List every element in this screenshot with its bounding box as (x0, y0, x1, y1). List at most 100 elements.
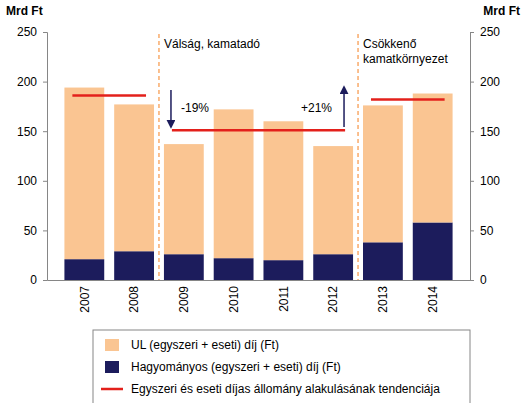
y-tick-mark (43, 230, 47, 231)
y2-tick-label: 50 (480, 224, 494, 238)
x-tick-label: 2012 (326, 286, 340, 313)
y-tick-mark (43, 82, 47, 83)
x-tick-label: 2014 (426, 286, 440, 313)
legend-label: UL (egyszeri + eseti) díj (Ft) (131, 338, 279, 352)
y2-tick-mark (470, 280, 474, 281)
annotation: -19% (181, 101, 209, 115)
y2-tick: 100 (470, 174, 500, 188)
x-tick-label: 2009 (177, 286, 191, 313)
y2-axis-line (471, 33, 475, 281)
bar (413, 222, 453, 280)
y-tick: 50 (24, 224, 47, 238)
y-tick-label: 50 (24, 224, 38, 238)
x-tick-label: 2013 (376, 286, 390, 313)
period-divider (158, 34, 159, 280)
legend-label: Egyszeri és eseti díjas állomány alakulá… (131, 382, 440, 396)
legend-label: Hagyományos (egyszeri + eseti) díj (Ft) (131, 360, 341, 374)
annotation-line: Csökkenő (363, 37, 417, 51)
x-tick: 2008 (127, 280, 141, 313)
bar (214, 109, 254, 258)
y-tick-label: 150 (17, 125, 37, 139)
y-tick: 200 (17, 75, 47, 89)
legend-swatch (105, 361, 119, 373)
annotation-line: kamatkörnyezet (363, 52, 448, 66)
up-arrow (343, 87, 345, 127)
y2-tick: 250 (470, 25, 500, 39)
y2-axis-title: Mrd Ft (483, 4, 520, 18)
y2-tick-mark (470, 230, 474, 231)
bar (114, 251, 154, 280)
tendency-line (172, 129, 345, 132)
y-tick: 150 (17, 125, 47, 139)
y2-tick: 200 (470, 75, 500, 89)
annotation: +21% (301, 101, 332, 115)
y2-tick-mark (470, 131, 474, 132)
x-tick: 2012 (326, 280, 340, 313)
bar (164, 144, 204, 254)
x-axis-line (48, 280, 471, 281)
bar (363, 105, 403, 242)
bar (114, 104, 154, 251)
annotation-line: +21% (301, 101, 332, 115)
y2-tick-label: 150 (480, 125, 500, 139)
bar (363, 242, 403, 280)
y2-tick-mark (470, 32, 474, 33)
legend-swatch (101, 388, 123, 391)
bar (413, 94, 453, 223)
bar (313, 254, 353, 280)
y2-axis: 0 50 100 150 200 250 (470, 25, 500, 287)
x-tick: 2011 (277, 280, 291, 312)
legend-frame (93, 330, 470, 403)
y2-tick-label: 200 (480, 75, 500, 89)
y-tick-label: 100 (17, 174, 37, 188)
y2-tick-label: 0 (480, 273, 487, 287)
annotation-line: Válság, kamatadó (164, 37, 260, 51)
bar (313, 146, 353, 254)
annotation: Válság, kamatadó (164, 37, 260, 51)
y2-tick-mark (470, 181, 474, 182)
bar (64, 259, 104, 280)
x-tick: 2007 (78, 280, 92, 313)
chart: 0501001502002500501001502002502007200820… (0, 0, 526, 403)
y2-tick: 0 (470, 273, 487, 287)
y-tick-mark (43, 181, 47, 182)
y-tick-label: 250 (17, 25, 37, 39)
tendency-line (72, 94, 146, 97)
y-tick-label: 0 (30, 273, 37, 287)
x-axis: 2007 2008 2009 2010 2011 2012 2013 2014 (48, 280, 471, 313)
x-tick: 2013 (376, 280, 390, 313)
legend: UL (egyszeri + eseti) díj (Ft) Hagyományo… (93, 330, 470, 403)
y-tick: 0 (30, 273, 47, 287)
bar (164, 254, 204, 280)
y2-tick-label: 100 (480, 174, 500, 188)
y-axis-line (43, 33, 48, 281)
annotation: Csökkenőkamatkörnyezet (363, 37, 448, 66)
down-arrow (170, 90, 172, 127)
tendency-line (371, 98, 445, 101)
bar-series (64, 88, 452, 261)
period-divider (357, 34, 358, 280)
y-axis-title: Mrd Ft (6, 4, 43, 18)
x-tick: 2010 (227, 280, 241, 313)
y2-tick-mark (470, 82, 474, 83)
y2-tick-label: 250 (480, 25, 500, 39)
y2-tick: 50 (470, 224, 494, 238)
y-tick-label: 200 (17, 75, 37, 89)
y-tick: 250 (17, 25, 47, 39)
marks (64, 88, 452, 280)
bar (263, 260, 303, 280)
x-tick: 2014 (426, 280, 440, 313)
x-tick-label: 2011 (277, 286, 291, 312)
y-tick-mark (43, 131, 47, 132)
y-tick: 100 (17, 174, 47, 188)
legend-swatch (105, 339, 119, 351)
y-tick-mark (43, 32, 47, 33)
y-tick-mark (43, 280, 47, 281)
x-tick-label: 2007 (78, 286, 92, 313)
annotation-line: -19% (181, 101, 209, 115)
x-tick-label: 2008 (127, 286, 141, 313)
y2-tick: 150 (470, 125, 500, 139)
y-axis: 0 50 100 150 200 250 (17, 25, 48, 287)
bar (64, 88, 104, 260)
bar (214, 258, 254, 280)
